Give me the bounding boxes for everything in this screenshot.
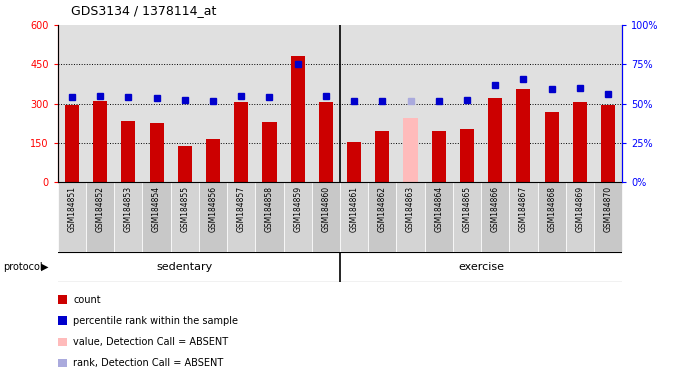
Bar xyxy=(171,182,199,252)
Text: GSM184868: GSM184868 xyxy=(547,186,556,232)
Bar xyxy=(150,123,164,182)
Bar xyxy=(460,129,474,182)
Text: GSM184863: GSM184863 xyxy=(406,186,415,232)
Bar xyxy=(234,102,248,182)
Text: GSM184865: GSM184865 xyxy=(462,186,471,232)
Text: GSM184861: GSM184861 xyxy=(350,186,358,232)
Bar xyxy=(227,182,256,252)
Bar xyxy=(177,146,192,182)
Bar xyxy=(347,142,361,182)
Bar xyxy=(312,182,340,252)
Bar xyxy=(375,131,390,182)
Bar xyxy=(432,131,446,182)
Bar xyxy=(86,182,114,252)
Bar xyxy=(143,182,171,252)
Bar xyxy=(566,182,594,252)
Bar xyxy=(453,182,481,252)
Text: value, Detection Call = ABSENT: value, Detection Call = ABSENT xyxy=(73,337,228,347)
Text: GDS3134 / 1378114_at: GDS3134 / 1378114_at xyxy=(71,4,217,17)
Text: protocol: protocol xyxy=(3,262,43,272)
Text: GSM184862: GSM184862 xyxy=(378,186,387,232)
Text: ▶: ▶ xyxy=(41,262,48,272)
Bar xyxy=(290,56,305,182)
Bar xyxy=(199,182,227,252)
Text: exercise: exercise xyxy=(458,262,504,272)
Text: GSM184852: GSM184852 xyxy=(96,186,105,232)
Bar xyxy=(284,182,312,252)
Text: GSM184866: GSM184866 xyxy=(491,186,500,232)
Bar xyxy=(538,182,566,252)
Bar xyxy=(481,182,509,252)
Text: GSM184854: GSM184854 xyxy=(152,186,161,232)
Bar xyxy=(340,182,369,252)
Text: sedentary: sedentary xyxy=(156,262,213,272)
Bar xyxy=(601,105,615,182)
Text: GSM184858: GSM184858 xyxy=(265,186,274,232)
Bar xyxy=(594,182,622,252)
Bar xyxy=(256,182,284,252)
Text: GSM184853: GSM184853 xyxy=(124,186,133,232)
Text: GSM184869: GSM184869 xyxy=(575,186,584,232)
Bar xyxy=(403,118,418,182)
Text: GSM184860: GSM184860 xyxy=(322,186,330,232)
Text: GSM184856: GSM184856 xyxy=(209,186,218,232)
Bar xyxy=(262,122,277,182)
Bar xyxy=(121,121,135,182)
Bar xyxy=(319,103,333,182)
Bar xyxy=(114,182,143,252)
Text: GSM184855: GSM184855 xyxy=(180,186,189,232)
Bar xyxy=(58,182,86,252)
Text: GSM184870: GSM184870 xyxy=(604,186,613,232)
Bar xyxy=(573,103,587,182)
Bar xyxy=(509,182,538,252)
Bar xyxy=(425,182,453,252)
Text: GSM184859: GSM184859 xyxy=(293,186,302,232)
Text: GSM184857: GSM184857 xyxy=(237,186,245,232)
Bar xyxy=(206,139,220,182)
Text: GSM184851: GSM184851 xyxy=(67,186,76,232)
Bar xyxy=(516,89,530,182)
Text: percentile rank within the sample: percentile rank within the sample xyxy=(73,316,239,326)
Bar xyxy=(65,105,79,182)
Bar xyxy=(93,101,107,182)
Text: GSM184867: GSM184867 xyxy=(519,186,528,232)
Text: count: count xyxy=(73,295,101,305)
Text: GSM184864: GSM184864 xyxy=(435,186,443,232)
Bar xyxy=(369,182,396,252)
Text: rank, Detection Call = ABSENT: rank, Detection Call = ABSENT xyxy=(73,358,224,368)
Bar xyxy=(545,111,559,182)
Bar xyxy=(488,98,503,182)
Bar xyxy=(396,182,425,252)
